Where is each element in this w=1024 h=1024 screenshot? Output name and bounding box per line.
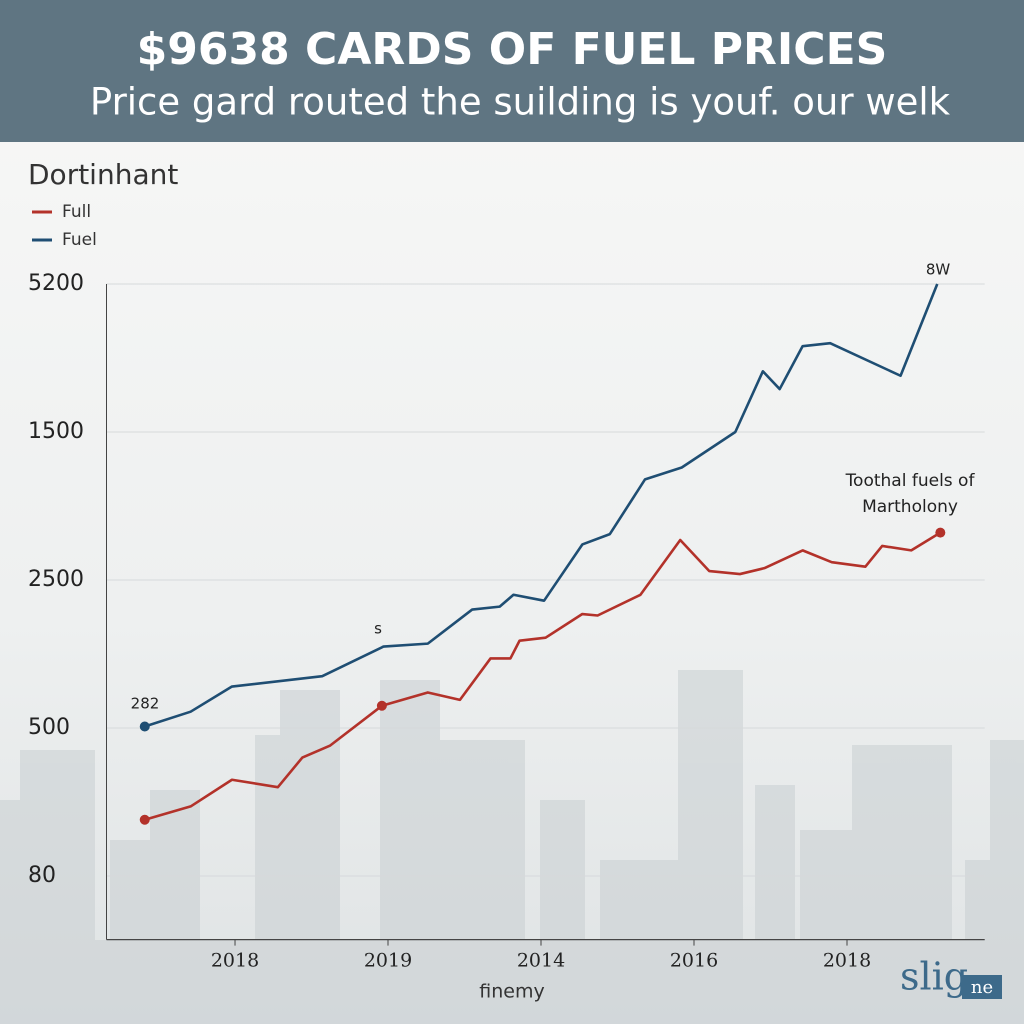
annotation: Toothal fuels of — [845, 471, 976, 491]
x-tick-label: 2018 — [823, 950, 871, 972]
y-tick-label: 1500 — [28, 419, 84, 444]
data-point — [139, 721, 150, 732]
y-tick-label: 80 — [28, 863, 56, 888]
series-line — [144, 283, 939, 728]
chart-subtitle: Price gard routed the suilding is youf. … — [90, 81, 951, 124]
annotation: 282 — [131, 695, 160, 713]
header-band — [0, 0, 1024, 142]
watermark-box — [962, 975, 1002, 999]
y-tick-label: 5200 — [28, 271, 84, 296]
x-tick-label: 2018 — [211, 950, 259, 972]
watermark: slig — [900, 955, 968, 999]
x-axis-label: finemy — [479, 981, 544, 1003]
legend-label: Full — [62, 202, 91, 222]
x-tick-label: 2014 — [517, 950, 565, 972]
series-line — [144, 531, 942, 821]
legend-label: Fuel — [62, 230, 97, 250]
y-tick-label: 500 — [28, 715, 70, 740]
x-tick-label: 2019 — [364, 950, 412, 972]
annotation: 8W — [926, 261, 951, 279]
watermark: ne — [971, 977, 993, 998]
chart-title: $9638 CARDS OF FUEL PRICES — [137, 24, 888, 75]
data-point — [139, 814, 150, 825]
data-point — [935, 527, 946, 538]
annotation: s — [374, 620, 382, 638]
skyline — [0, 670, 1024, 1024]
data-point — [376, 700, 387, 711]
legend-title: Dortinhant — [28, 158, 178, 191]
annotation: Martholony — [862, 497, 958, 517]
y-tick-label: 2500 — [28, 567, 84, 592]
x-tick-label: 2016 — [670, 950, 718, 972]
